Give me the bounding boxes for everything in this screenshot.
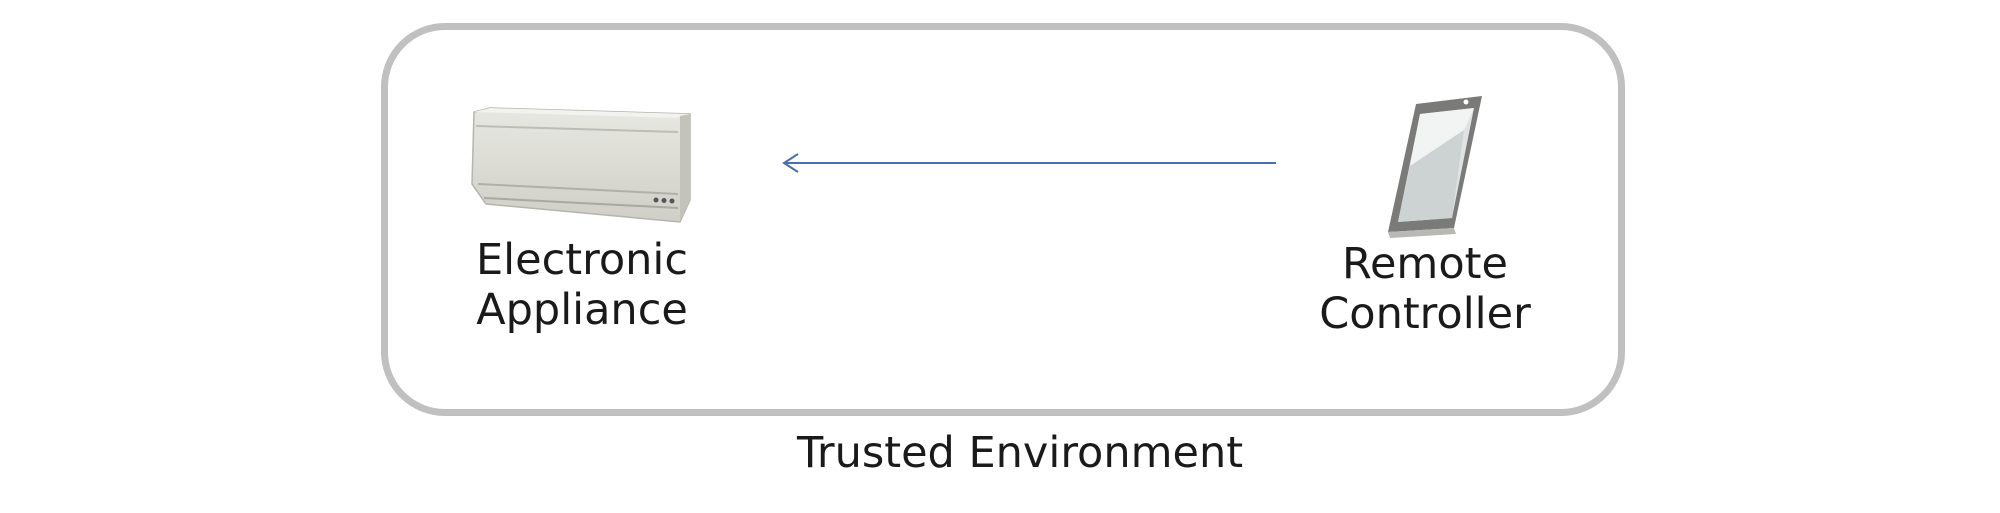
appliance-label: Electronic Appliance xyxy=(432,235,732,335)
connector-arrow xyxy=(782,153,1276,173)
air-conditioner-icon xyxy=(471,107,691,223)
remote-label-line-2: Controller xyxy=(1319,289,1531,339)
appliance-label-line-1: Electronic xyxy=(476,235,688,285)
smartphone-icon xyxy=(1388,96,1482,238)
appliance-label-line-2: Appliance xyxy=(476,285,688,335)
remote-label-line-1: Remote xyxy=(1342,239,1508,289)
remote-label: Remote Controller xyxy=(1275,239,1575,339)
trusted-environment-label: Trusted Environment xyxy=(796,428,1244,478)
trusted-environment-boundary xyxy=(381,23,1625,416)
arrowhead xyxy=(782,153,799,173)
